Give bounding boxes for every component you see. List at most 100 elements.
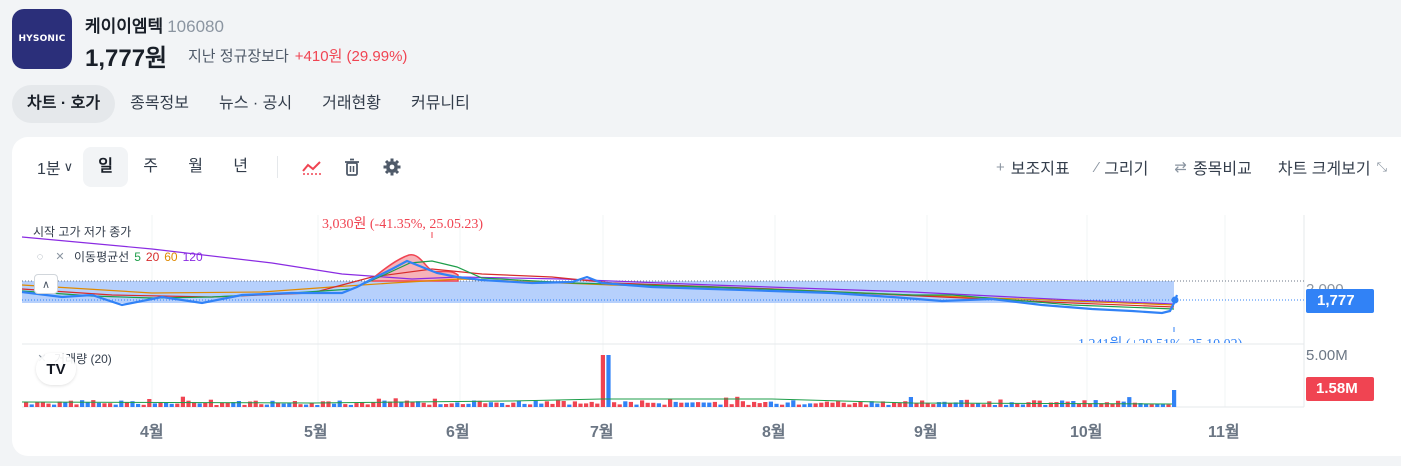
volume-bar — [52, 404, 57, 407]
x-tick-label: 9월 — [914, 424, 938, 441]
close-icon[interactable]: ✕ — [55, 251, 65, 263]
volume-bar — [371, 402, 376, 407]
volume-bar — [1004, 404, 1009, 407]
volume-bar — [948, 403, 953, 407]
collapse-legend-button[interactable]: ∧ — [34, 274, 58, 294]
volume-bar — [595, 403, 600, 407]
volume-bar — [399, 401, 404, 407]
current-volume-tag: 1.58M — [1306, 377, 1374, 401]
volume-bar — [981, 404, 986, 407]
draw-button[interactable]: ⁄ 그리기 — [1096, 155, 1149, 179]
volume-bars — [21, 355, 1177, 407]
compare-button[interactable]: ⇄ 종목비교 — [1174, 155, 1251, 179]
volume-bar — [494, 402, 499, 407]
volume-bar — [623, 401, 628, 407]
tab-stock-info[interactable]: 종목정보 — [130, 95, 189, 112]
main-tabs: 차트 · 호가 종목정보 뉴스 · 공시 거래현황 커뮤니티 — [12, 85, 485, 123]
line-chart-icon[interactable] — [292, 147, 332, 187]
volume-bar — [320, 401, 325, 407]
volume-bar — [382, 400, 387, 407]
volume-bar — [505, 404, 510, 407]
volume-bar — [976, 403, 981, 407]
volume-bar — [354, 403, 359, 407]
volume-bar — [617, 404, 622, 407]
volume-bar — [606, 355, 611, 407]
tab-trading[interactable]: 거래현황 — [322, 95, 381, 112]
logo-text: HYSONIC — [18, 34, 66, 44]
tab-news[interactable]: 뉴스 · 공시 — [219, 95, 293, 112]
volume-bar — [500, 403, 505, 407]
period-year[interactable]: 년 — [233, 158, 248, 175]
x-tick-label: 4월 — [140, 424, 164, 441]
tradingview-logo-icon[interactable]: TV — [36, 353, 76, 385]
draw-label: 그리기 — [1104, 161, 1149, 178]
volume-bar — [735, 396, 740, 407]
volume-bar — [119, 400, 124, 407]
volume-bar — [712, 401, 717, 407]
volume-bar — [707, 402, 712, 407]
price-chart[interactable] — [12, 137, 1401, 456]
volume-bar — [1104, 402, 1109, 407]
volume-bar — [1076, 403, 1081, 407]
volume-bar — [348, 404, 353, 407]
volume-bar — [1110, 403, 1115, 407]
indicator-button[interactable]: + 보조지표 — [996, 155, 1070, 179]
volume-bar — [556, 400, 561, 407]
ma-legend: ◌ ✕ 이동평균선 5 20 60 120 — [32, 248, 203, 265]
volume-bar — [1020, 404, 1025, 407]
current-price-tag: 1,777 — [1306, 289, 1374, 313]
volume-bar — [315, 405, 320, 407]
volume-bar — [572, 401, 577, 407]
price-compare: 지난 정규장보다 +410원 (29.99%) — [188, 45, 407, 66]
volume-bar — [864, 404, 869, 407]
volume-bar — [158, 402, 163, 407]
gear-icon[interactable] — [372, 147, 412, 187]
volume-bar — [808, 403, 813, 407]
period-week[interactable]: 주 — [143, 158, 158, 175]
volume-bar — [455, 402, 460, 407]
volume-bar — [662, 404, 667, 407]
tab-community[interactable]: 커뮤니티 — [411, 95, 470, 112]
volume-bar — [1088, 403, 1093, 407]
pencil-line-icon: ⁄ — [1095, 158, 1099, 176]
volume-bar — [147, 399, 152, 407]
volume-bar — [757, 403, 762, 407]
stock-logo: HYSONIC — [12, 9, 72, 69]
volume-bar — [332, 403, 337, 407]
interval-select[interactable]: 1분 ∨ — [25, 147, 83, 187]
eye-off-icon[interactable]: ◌ — [36, 250, 44, 263]
volume-bar — [763, 402, 768, 407]
volume-bar — [701, 402, 706, 407]
volume-bar — [343, 404, 348, 407]
volume-bar — [124, 402, 129, 407]
volume-bar — [690, 402, 695, 407]
volume-bar — [220, 402, 225, 407]
volume-bar — [24, 402, 29, 407]
volume-bar — [942, 401, 947, 407]
high-annotation: 3,030원 (-41.35%, 25.05.23) — [322, 217, 484, 232]
volume-bar — [841, 402, 846, 407]
period-day[interactable]: 일 — [83, 147, 129, 187]
volume-bar — [584, 403, 589, 407]
volume-bar — [1099, 403, 1104, 407]
ma5-line — [21, 260, 1175, 310]
volume-bar — [152, 403, 157, 407]
volume-bar — [920, 400, 925, 407]
chart-toolbar-left: 1분 ∨ 일 주 월 년 — [25, 147, 412, 187]
period-month[interactable]: 월 — [188, 158, 203, 175]
fullscreen-button[interactable]: 차트 크게보기 ⤡ — [1278, 155, 1387, 179]
volume-bar — [897, 402, 902, 407]
volume-bar — [640, 400, 645, 407]
tab-chart[interactable]: 차트 · 호가 — [12, 85, 116, 123]
price-axis-label: 2,000 — [1306, 281, 1344, 289]
volume-bar — [309, 402, 314, 407]
close-price-line — [21, 259, 1179, 315]
volume-bar — [724, 397, 729, 407]
volume-bar — [931, 404, 936, 407]
trash-icon[interactable] — [332, 147, 372, 187]
volume-bar — [824, 401, 829, 407]
volume-bar — [1065, 401, 1070, 407]
stock-name: 케이이엠텍 106080 — [85, 12, 224, 37]
volume-bar — [1054, 402, 1059, 407]
volume-bar — [1172, 390, 1177, 407]
